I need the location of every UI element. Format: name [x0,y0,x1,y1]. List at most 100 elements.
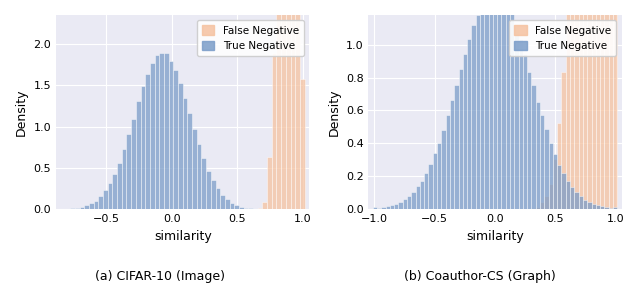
Bar [437,143,442,209]
Bar [557,123,561,209]
Bar [570,187,574,209]
Bar [579,0,583,209]
Bar [536,207,540,209]
Bar [258,208,262,209]
Bar [234,205,239,209]
Bar [497,0,501,209]
Bar [588,0,591,209]
Bar [540,202,545,209]
Bar [548,183,553,209]
Bar [600,0,604,209]
Bar [433,153,437,209]
Bar [75,208,79,209]
Bar [545,129,548,209]
Bar [150,63,155,209]
Bar [553,159,557,209]
Legend: False Negative, True Negative: False Negative, True Negative [196,20,304,56]
Bar [108,183,113,209]
Bar [527,72,531,209]
Bar [79,207,84,209]
Bar [566,3,570,209]
Bar [136,101,141,209]
Bar [267,157,272,209]
Bar [574,0,579,209]
Bar [403,199,407,209]
Bar [178,83,183,209]
Bar [604,207,609,209]
Bar [99,196,103,209]
Bar [523,53,527,209]
Bar [372,207,377,209]
Bar [536,102,540,209]
Y-axis label: Density: Density [15,88,28,136]
Bar [244,207,248,209]
Bar [164,53,169,209]
Bar [588,202,591,209]
Bar [276,0,281,209]
Bar [117,163,122,209]
Bar [600,206,604,209]
Bar [545,196,548,209]
Bar [454,85,458,209]
Bar [202,158,206,209]
Bar [420,181,424,209]
Bar [472,25,476,209]
Bar [225,199,230,209]
Bar [407,196,412,209]
Bar [188,113,192,209]
Bar [518,39,523,209]
Bar [390,205,394,209]
X-axis label: similarity: similarity [466,230,524,243]
Bar [579,196,583,209]
Bar [480,3,484,209]
Bar [239,207,244,209]
Bar [557,165,561,209]
Bar [70,208,75,209]
Bar [501,0,506,209]
Bar [450,100,454,209]
Bar [591,0,596,209]
Bar [262,202,267,209]
Bar [609,10,613,209]
Text: (b) Coauthor-CS (Graph): (b) Coauthor-CS (Graph) [404,270,556,283]
Bar [583,0,588,209]
Bar [206,171,211,209]
Bar [183,98,188,209]
Bar [230,203,234,209]
Bar [493,0,497,209]
X-axis label: similarity: similarity [154,230,212,243]
Bar [442,130,445,209]
Bar [377,208,381,209]
Bar [553,154,557,209]
Bar [463,54,467,209]
Bar [103,190,108,209]
Text: (a) CIFAR-10 (Image): (a) CIFAR-10 (Image) [95,270,225,283]
Bar [84,205,89,209]
Bar [506,3,510,209]
Bar [510,12,515,209]
Bar [113,174,117,209]
Bar [415,186,420,209]
Bar [127,134,131,209]
Bar [515,26,518,209]
Y-axis label: Density: Density [327,88,340,136]
Bar [216,188,220,209]
Bar [394,204,399,209]
Bar [291,0,295,209]
Bar [613,207,617,209]
Bar [484,0,488,209]
Bar [596,0,600,209]
Bar [531,85,536,209]
Bar [613,0,617,209]
Bar [548,143,553,209]
Bar [211,181,216,209]
Legend: False Negative, True Negative: False Negative, True Negative [509,20,616,56]
Bar [609,208,613,209]
Bar [131,119,136,209]
Bar [141,86,145,209]
Bar [412,192,415,209]
Bar [381,207,385,209]
Bar [429,164,433,209]
Bar [385,206,390,209]
Bar [145,74,150,209]
